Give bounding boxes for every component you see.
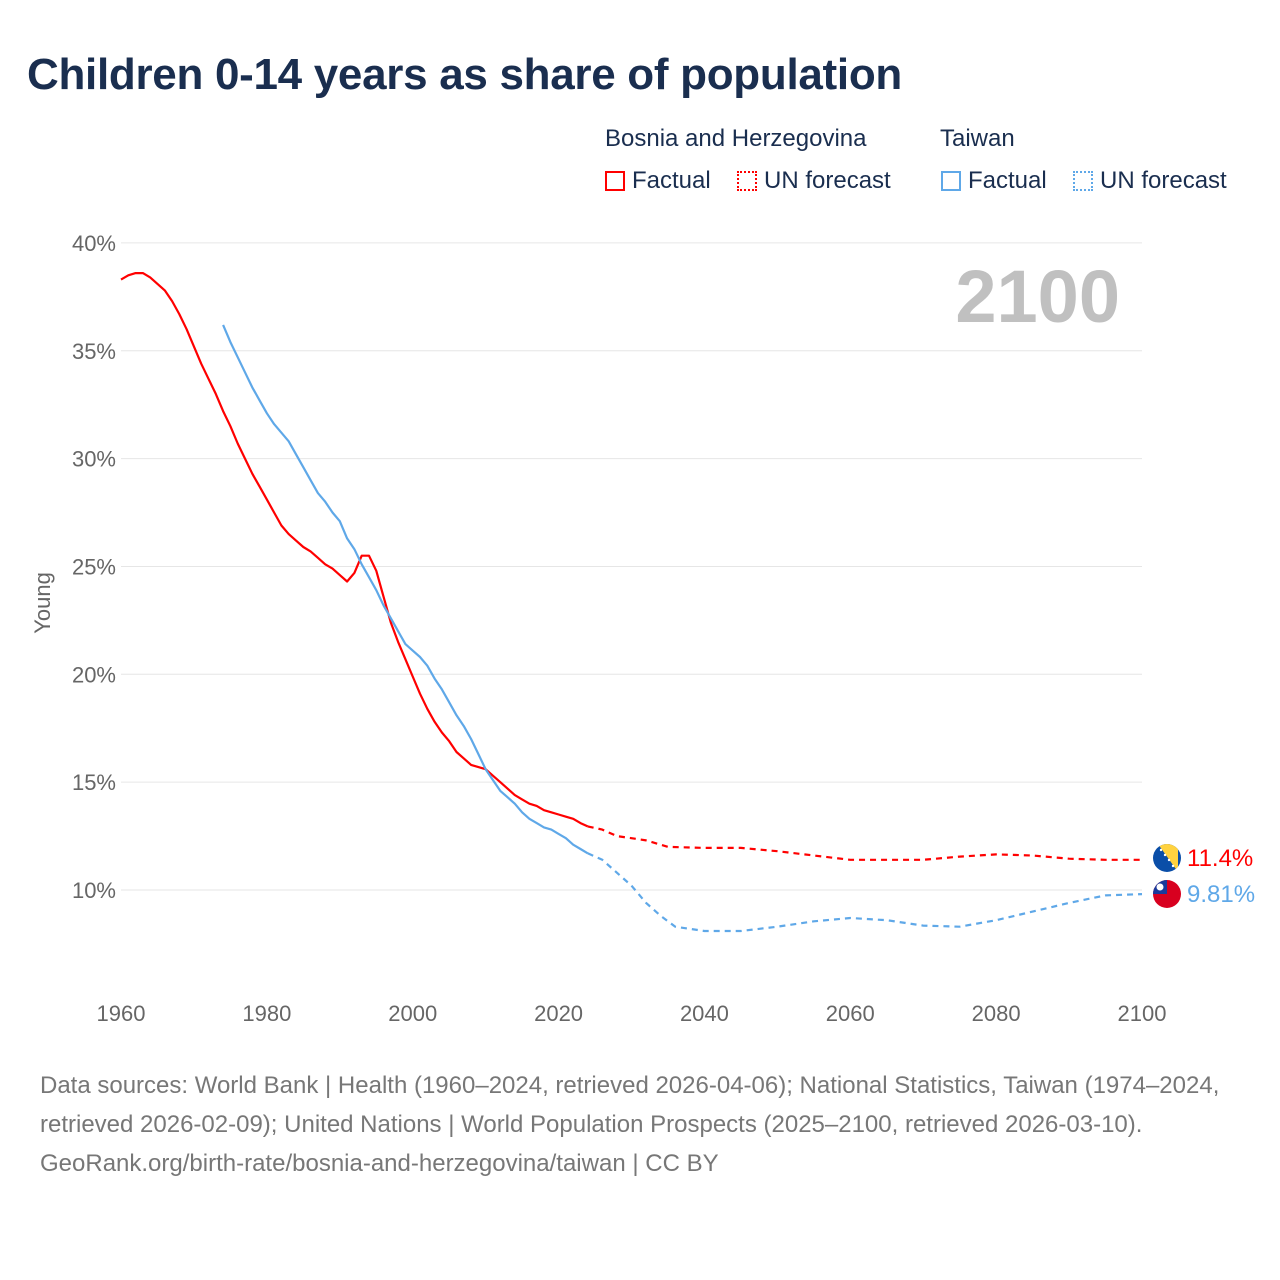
legend-bosnia-forecast[interactable]: UN forecast xyxy=(737,167,891,195)
chart-title: Children 0-14 years as share of populati… xyxy=(27,50,902,99)
y-tick-label: 20% xyxy=(72,662,116,687)
x-tick-label: 2060 xyxy=(826,1001,875,1026)
y-axis-label: Young xyxy=(30,572,55,634)
taiwan-factual-line xyxy=(222,324,589,855)
legend-group-bosnia: Bosnia and Herzegovina xyxy=(605,125,867,152)
bosnia-forecast-line xyxy=(587,825,1142,861)
y-tick-label: 30% xyxy=(72,447,116,472)
x-tick-label: 2100 xyxy=(1118,1001,1167,1026)
bosnia-flag-icon xyxy=(1153,844,1181,872)
y-tick-label: 40% xyxy=(72,231,116,256)
bosnia-end-label: 11.4% xyxy=(1187,845,1253,872)
legend-bosnia-factual[interactable]: Factual xyxy=(605,167,711,195)
legend-swatch-dotted xyxy=(1073,171,1093,191)
legend-taiwan-factual[interactable]: Factual xyxy=(941,167,1047,195)
x-tick-label: 2000 xyxy=(388,1001,437,1026)
legend-taiwan-forecast[interactable]: UN forecast xyxy=(1073,167,1227,195)
bosnia-factual-line xyxy=(120,272,589,828)
legend-swatch-solid xyxy=(941,171,961,191)
x-tick-label: 2020 xyxy=(534,1001,583,1026)
legend-label: Factual xyxy=(632,167,711,194)
source-note: Data sources: World Bank | Health (1960–… xyxy=(40,1066,1250,1183)
legend-label: UN forecast xyxy=(764,167,891,194)
taiwan-forecast-line xyxy=(587,852,1143,933)
x-tick-label: 2080 xyxy=(972,1001,1021,1026)
y-tick-label: 10% xyxy=(72,878,116,903)
x-tick-label: 1980 xyxy=(242,1001,291,1026)
y-tick-label: 15% xyxy=(72,770,116,795)
year-watermark: 2100 xyxy=(955,255,1120,338)
taiwan-end-label: 9.81% xyxy=(1187,881,1255,908)
legend-swatch-solid xyxy=(605,171,625,191)
legend-group-taiwan: Taiwan xyxy=(940,125,1015,152)
legend-swatch-dotted xyxy=(737,171,757,191)
attribution-link[interactable]: GeoRank.org/birth-rate/bosnia-and-herzeg… xyxy=(40,1150,719,1177)
x-tick-label: 1960 xyxy=(97,1001,146,1026)
taiwan-flag-icon xyxy=(1153,880,1181,908)
legend-label: UN forecast xyxy=(1100,167,1227,194)
data-sources: Data sources: World Bank | Health (1960–… xyxy=(40,1072,1220,1138)
y-tick-label: 25% xyxy=(72,554,116,579)
x-tick-label: 2040 xyxy=(680,1001,729,1026)
y-tick-label: 35% xyxy=(72,339,116,364)
legend-label: Factual xyxy=(968,167,1047,194)
